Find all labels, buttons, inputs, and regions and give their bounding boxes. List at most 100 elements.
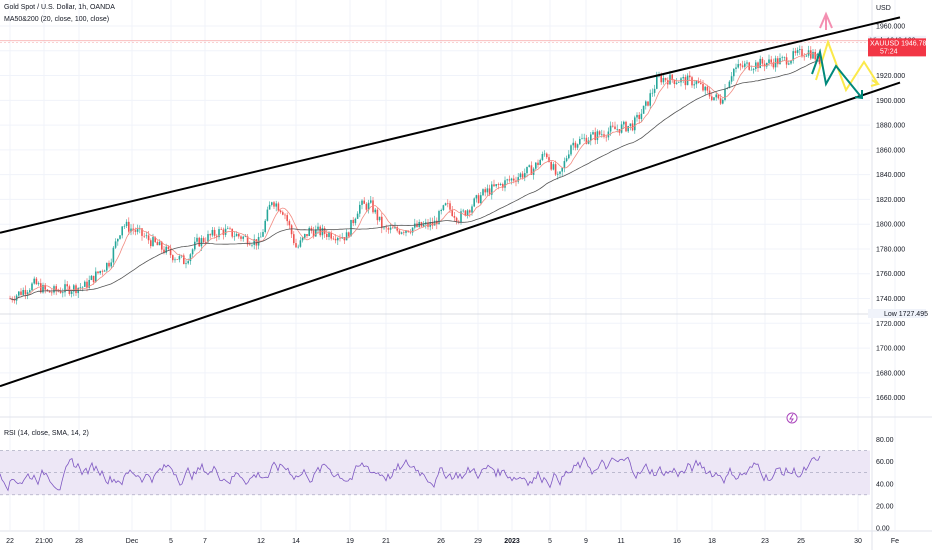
- candle-body: [42, 284, 44, 293]
- rsi-axis[interactable]: 80.00 60.00 40.00 20.00 0.00: [876, 437, 894, 533]
- candle-body: [81, 286, 84, 288]
- candle-body: [227, 228, 229, 229]
- time-tick-label: 23: [761, 538, 769, 545]
- time-tick-label: 7: [203, 538, 207, 545]
- candle-body: [352, 219, 354, 224]
- candle-body: [612, 125, 614, 127]
- candle-body: [218, 229, 220, 238]
- candle-body: [548, 157, 550, 162]
- candle-body: [282, 212, 284, 215]
- candle-body: [422, 224, 425, 227]
- candle-body: [473, 198, 475, 207]
- candle-body: [220, 229, 222, 230]
- rsi-tick-label: 80.00: [876, 437, 894, 444]
- green-arrow-head: [854, 90, 863, 100]
- candle-body: [70, 291, 73, 294]
- candle-body: [411, 227, 414, 233]
- rsi-tick-label: 0.00: [876, 526, 890, 533]
- candle-body: [154, 237, 156, 243]
- candle-body: [396, 227, 398, 231]
- candle-body: [88, 279, 90, 288]
- time-tick-label: 29: [474, 538, 482, 545]
- time-axis[interactable]: 22 21:00 28 Dec 5 7 12 14 19 21 26 29 2023 5 9 11 16 18 23…: [6, 538, 899, 545]
- candle-body: [715, 94, 717, 98]
- candle-body: [112, 247, 115, 263]
- candle-body: [471, 206, 473, 213]
- trendlines[interactable]: [0, 16, 901, 388]
- candle-body: [185, 263, 187, 265]
- price-tick-label: 1740.000: [876, 296, 905, 303]
- time-tick-label: 12: [257, 538, 265, 545]
- candle-body: [796, 50, 799, 53]
- candle-body: [161, 241, 163, 250]
- candle-body: [691, 77, 693, 86]
- rsi-tick-label: 20.00: [876, 503, 894, 510]
- candle-body: [493, 184, 495, 187]
- candle-body: [763, 63, 766, 67]
- candle-body: [68, 286, 71, 294]
- candle-body: [649, 93, 651, 106]
- candle-body: [757, 62, 759, 69]
- candle-body: [513, 178, 515, 181]
- candle-body: [90, 275, 93, 280]
- candle-body: [334, 238, 337, 241]
- candle-body: [572, 142, 574, 146]
- candle-body: [165, 246, 167, 253]
- rsi-legend[interactable]: RSI (14, close, SMA, 14, 2): [4, 430, 89, 437]
- candle-body: [356, 213, 359, 219]
- candle-body: [524, 173, 526, 178]
- candle-body: [431, 221, 434, 226]
- candle-body: [288, 221, 291, 226]
- candle-body: [695, 81, 698, 85]
- candle-body: [337, 237, 339, 241]
- candle-body: [480, 195, 482, 204]
- candle-body: [354, 218, 357, 224]
- time-tick-label: 11: [617, 538, 624, 545]
- candle-body: [73, 285, 75, 292]
- candle-body: [590, 134, 592, 141]
- candle-body: [535, 162, 537, 169]
- candle-body: [444, 203, 447, 206]
- candle-body: [389, 227, 392, 230]
- candle-body: [455, 217, 458, 222]
- candle-body: [262, 232, 264, 237]
- candle-body: [623, 121, 625, 125]
- candle-body: [704, 86, 706, 91]
- candle-body: [689, 75, 691, 78]
- candle-body: [75, 285, 77, 294]
- upper-trendline: [0, 16, 901, 234]
- candle-body: [29, 290, 31, 293]
- candle-body: [528, 165, 530, 167]
- candle-body: [755, 62, 757, 69]
- candle-body: [579, 138, 581, 145]
- candle-body: [671, 74, 673, 80]
- candle-body: [251, 244, 253, 246]
- candle-body: [44, 284, 46, 290]
- candle-body: [477, 195, 480, 204]
- candle-body: [134, 230, 137, 232]
- candle-body: [110, 262, 112, 267]
- candle-body: [253, 239, 255, 245]
- candle-body: [55, 286, 57, 291]
- candle-body: [374, 209, 376, 213]
- candle-body: [271, 202, 273, 205]
- chart-title[interactable]: Gold Spot / U.S. Dollar, 1h, OANDA: [4, 4, 115, 11]
- candle-body: [510, 178, 513, 181]
- ma-legend[interactable]: MA50&200 (20, close, 100, close): [4, 16, 110, 23]
- projection-arrows[interactable]: [786, 11, 881, 424]
- candle-body: [453, 216, 456, 218]
- candle-body: [213, 229, 216, 236]
- candle-body: [92, 275, 95, 283]
- candle-body: [458, 221, 460, 223]
- candle-body: [178, 256, 181, 260]
- candle-body: [565, 158, 568, 162]
- candle-body: [570, 145, 572, 155]
- candle-body: [169, 249, 172, 256]
- candle-body: [244, 236, 247, 237]
- candle-body: [163, 249, 165, 253]
- candle-body: [810, 50, 812, 59]
- candle-body: [783, 57, 786, 58]
- time-tick-label: 5: [169, 538, 173, 545]
- price-axis[interactable]: USD1960.0001940.0001920.0001900.0001880.…: [876, 5, 905, 402]
